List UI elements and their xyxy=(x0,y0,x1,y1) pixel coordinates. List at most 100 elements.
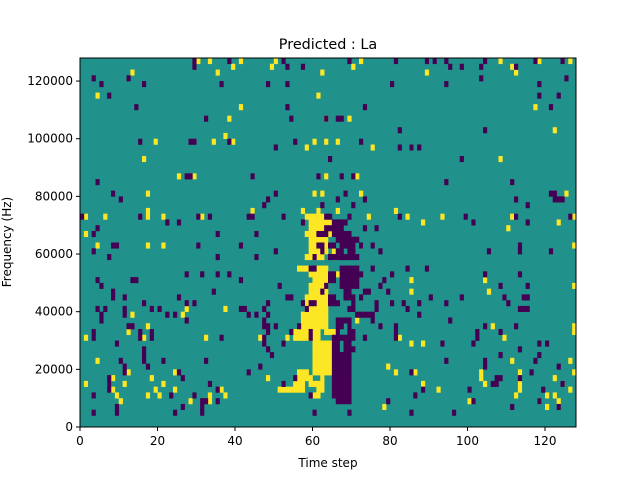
heatmap-cell-high xyxy=(324,340,329,347)
heatmap-cell-high xyxy=(300,265,306,272)
heatmap-cell-low xyxy=(273,248,278,255)
heatmap-cell-low xyxy=(211,288,216,295)
heatmap-cell-low xyxy=(339,398,344,405)
heatmap-cell-high xyxy=(304,254,309,261)
heatmap-cell-high xyxy=(316,380,321,387)
heatmap-cell-low xyxy=(219,334,224,341)
heatmap-cell-high xyxy=(335,207,340,214)
heatmap-cell-high xyxy=(316,357,321,364)
heatmap-cell-high xyxy=(312,352,317,359)
heatmap-cell-low xyxy=(142,81,147,88)
heatmap-cell-low xyxy=(308,265,313,272)
heatmap-cell-low xyxy=(452,409,457,416)
heatmap-cell-low xyxy=(122,311,127,318)
heatmap-cell-high xyxy=(316,328,321,336)
heatmap-cell-high xyxy=(572,282,577,289)
heatmap-cell-high xyxy=(227,115,232,122)
x-axis-label: Time step xyxy=(297,456,357,470)
heatmap-cell-high xyxy=(320,225,325,232)
heatmap-cell-low xyxy=(316,242,321,249)
heatmap-cell-high xyxy=(300,386,306,393)
heatmap-cell-high xyxy=(320,369,325,376)
heatmap-cell-high xyxy=(316,346,321,353)
heatmap-cell-low xyxy=(347,340,352,347)
heatmap-cell-low xyxy=(80,213,85,220)
heatmap-cell-high xyxy=(285,334,290,341)
heatmap-cell-low xyxy=(374,300,379,307)
heatmap-cell-high xyxy=(308,213,313,220)
heatmap-cell-low xyxy=(138,328,143,336)
heatmap-cell-high xyxy=(238,58,244,65)
heatmap-cell-high xyxy=(312,138,317,145)
heatmap-cell-low xyxy=(498,328,503,336)
heatmap-cell-high xyxy=(572,323,577,330)
heatmap-cell-high xyxy=(95,242,100,249)
heatmap-cell-low xyxy=(192,392,197,399)
heatmap-cell-high xyxy=(328,219,333,226)
heatmap-cell-low xyxy=(483,271,488,278)
heatmap-cell-low xyxy=(250,213,255,220)
heatmap-cell-low xyxy=(281,340,286,347)
heatmap-cell-high xyxy=(130,311,135,318)
heatmap-cell-low xyxy=(343,219,348,226)
heatmap-cell-low xyxy=(246,311,251,318)
x-tick-label: 0 xyxy=(76,434,84,448)
heatmap-cell-low xyxy=(378,282,383,289)
heatmap-cell-low xyxy=(362,334,368,341)
heatmap-cell-low xyxy=(351,236,356,243)
heatmap-cell-low xyxy=(521,294,526,301)
heatmap-cell-low xyxy=(347,230,352,238)
heatmap-cell-low xyxy=(324,282,329,289)
heatmap-cell-high xyxy=(312,190,317,197)
heatmap-cell-low xyxy=(343,282,348,289)
heatmap-cell-high xyxy=(498,58,503,65)
heatmap-cell-low xyxy=(386,398,391,405)
heatmap-cell-high xyxy=(320,277,325,284)
heatmap-cell-low xyxy=(335,254,340,261)
heatmap-cell-low xyxy=(227,58,232,65)
heatmap-cell-high xyxy=(409,288,414,295)
heatmap-cell-low xyxy=(343,230,348,238)
heatmap-cell-high xyxy=(316,277,321,284)
heatmap-cell-low xyxy=(126,75,131,82)
heatmap-cell-high xyxy=(300,369,306,376)
heatmap-cell-low xyxy=(331,254,337,261)
heatmap-cell-high xyxy=(316,248,321,255)
heatmap-cell-high xyxy=(572,328,577,336)
heatmap-cell-low xyxy=(258,363,263,370)
heatmap-cell-low xyxy=(529,369,534,376)
heatmap-cell-low xyxy=(351,254,356,261)
heatmap-cell-high xyxy=(324,352,329,359)
heatmap-cell-high xyxy=(103,213,108,220)
heatmap-cell-low xyxy=(347,294,352,301)
heatmap-cell-high xyxy=(572,213,577,220)
heatmap-cell-low xyxy=(103,305,108,312)
heatmap-cell-high xyxy=(293,386,298,393)
heatmap-cell-low xyxy=(339,357,344,364)
heatmap-cell-high xyxy=(312,294,317,301)
heatmap-cell-low xyxy=(556,403,561,411)
heatmap-cell-low xyxy=(393,323,399,330)
heatmap-cell-low xyxy=(328,294,333,301)
heatmap-cell-low xyxy=(188,173,193,180)
heatmap-cell-low xyxy=(320,230,325,238)
heatmap-cell-low xyxy=(351,265,356,272)
heatmap-cell-low xyxy=(192,63,197,70)
heatmap-cell-low xyxy=(138,213,143,220)
heatmap-cell-low xyxy=(471,340,476,347)
heatmap-cell-low xyxy=(343,386,348,393)
heatmap-cell-low xyxy=(289,294,294,301)
heatmap-cell-high xyxy=(347,115,352,122)
heatmap-cell-low xyxy=(347,363,352,370)
heatmap-cell-low xyxy=(176,219,182,226)
heatmap-cell-high xyxy=(324,305,329,312)
heatmap-cell-low xyxy=(556,363,561,370)
heatmap-cell-high xyxy=(312,369,317,376)
heatmap-cell-low xyxy=(444,179,449,186)
heatmap-cell-low xyxy=(374,225,379,232)
heatmap-cell-low xyxy=(351,202,356,209)
heatmap-cell-high xyxy=(397,334,402,341)
heatmap-cell-low xyxy=(401,300,406,307)
heatmap-cell-low xyxy=(192,300,197,307)
heatmap-cell-low xyxy=(533,58,538,65)
